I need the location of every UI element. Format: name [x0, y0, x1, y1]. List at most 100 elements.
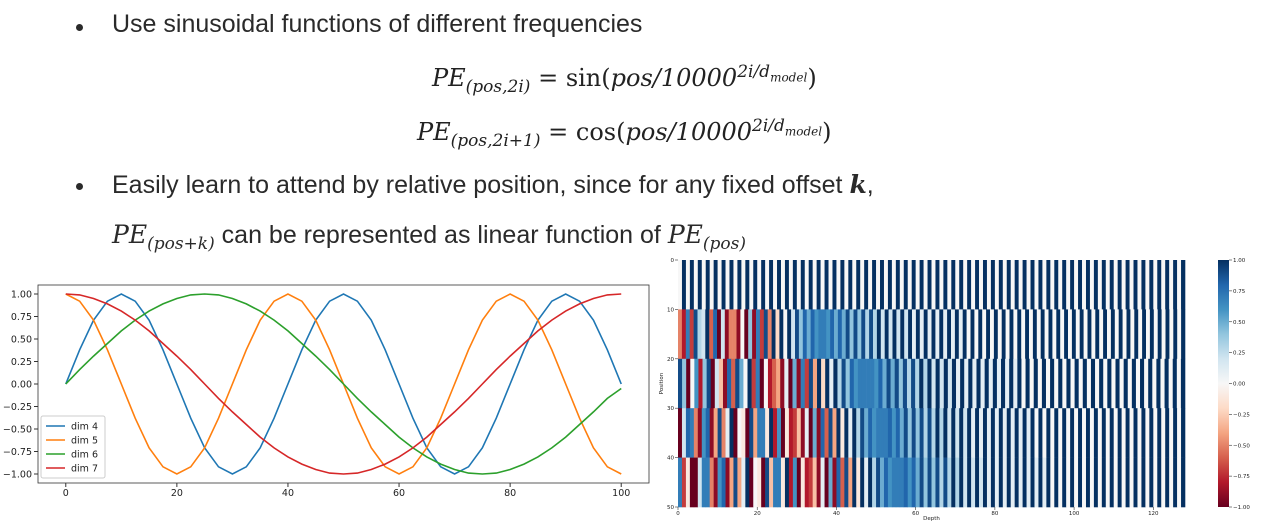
- heat-cell: [1090, 358, 1096, 409]
- heat-cell: [947, 358, 953, 409]
- heat-cell: [736, 309, 741, 360]
- heat-cell: [845, 358, 851, 409]
- heat-cell: [1149, 309, 1155, 360]
- heat-cell: [709, 309, 714, 360]
- heat-cell: [923, 358, 928, 409]
- heat-cell: [935, 358, 940, 409]
- heat-cell: [755, 358, 761, 409]
- heat-cell: [1113, 260, 1118, 310]
- heat-cell: [685, 260, 691, 310]
- heat-cell: [1093, 408, 1099, 458]
- heat-cell: [744, 309, 749, 360]
- heat-cell: [698, 358, 703, 409]
- heat-cell: [891, 260, 897, 310]
- heat-cell: [971, 260, 976, 310]
- eq-arg: pos/10000: [625, 118, 753, 146]
- heat-cell: [796, 408, 802, 458]
- heat-cell: [903, 260, 909, 310]
- heat-cell: [792, 408, 798, 458]
- heat-cell: [874, 358, 879, 409]
- heat-cell: [1164, 358, 1169, 409]
- heat-cell: [1025, 358, 1030, 409]
- heat-cell: [975, 457, 980, 508]
- heat-cell: [883, 408, 889, 458]
- heat-cell: [923, 408, 928, 458]
- eq-sub: (pos,2i): [465, 76, 531, 97]
- heat-cell: [800, 358, 806, 409]
- heat-cell: [1101, 260, 1107, 310]
- heat-cell: [718, 358, 724, 409]
- heat-cell: [864, 408, 869, 458]
- heat-cell: [737, 457, 742, 508]
- heat-cell: [713, 457, 718, 508]
- heat-cell: [1176, 358, 1182, 409]
- heat-cell: [1157, 260, 1162, 310]
- heat-cell: [837, 358, 842, 409]
- heat-cell: [1133, 260, 1138, 310]
- heat-cell: [880, 457, 885, 508]
- heat-cell: [895, 260, 901, 310]
- heat-cell: [788, 358, 793, 409]
- heat-cell: [856, 457, 861, 508]
- legend-label: dim 6: [71, 450, 98, 461]
- heat-cell: [780, 457, 786, 508]
- heat-cell: [728, 309, 733, 360]
- heat-cell: [947, 457, 952, 508]
- eq-close: ): [807, 64, 817, 92]
- heat-cell: [951, 358, 957, 409]
- heat-cell: [1145, 457, 1150, 508]
- heat-cell: [1009, 358, 1014, 409]
- heat-cell: [1103, 358, 1108, 409]
- legend-label: dim 5: [71, 436, 98, 447]
- heat-cell: [895, 408, 901, 458]
- heat-cell: [1062, 260, 1067, 310]
- heat-cell: [992, 358, 998, 409]
- heat-cell: [721, 408, 726, 458]
- heat-cell: [1062, 408, 1067, 458]
- heat-cell: [899, 408, 905, 458]
- x-tick-label: 100: [1069, 511, 1080, 517]
- heat-cell: [820, 260, 825, 310]
- heat-cell: [870, 358, 875, 409]
- heat-cell: [1044, 309, 1049, 360]
- heat-cell: [919, 457, 924, 508]
- heat-cell: [690, 358, 695, 409]
- heat-cell: [1082, 408, 1087, 458]
- heat-cell: [1121, 260, 1126, 310]
- heat-cell: [915, 457, 920, 508]
- heat-cell: [971, 408, 976, 458]
- heat-cell: [830, 309, 835, 360]
- heat-cell: [824, 408, 829, 458]
- heat-cell: [990, 309, 995, 360]
- heat-cell: [1086, 358, 1092, 409]
- heat-cell: [1157, 408, 1162, 458]
- heat-cell: [1149, 260, 1154, 310]
- heat-cell: [1002, 457, 1008, 508]
- heat-cell: [784, 457, 790, 508]
- y-tick-label: 40: [667, 456, 674, 462]
- heat-cell: [971, 457, 976, 508]
- heat-cell: [1145, 260, 1150, 310]
- heat-cell: [1052, 309, 1057, 360]
- heat-cell: [765, 457, 770, 508]
- heat-cell: [980, 358, 985, 409]
- eq-close: ): [822, 118, 832, 146]
- heat-cell: [729, 260, 734, 310]
- heat-cell: [1034, 260, 1039, 310]
- heat-cell: [681, 309, 687, 360]
- heat-cell: [982, 408, 988, 458]
- heat-cell: [1161, 408, 1166, 458]
- heat-cell: [705, 457, 710, 508]
- heat-cell: [717, 309, 722, 360]
- heat-cell: [733, 408, 738, 458]
- heat-cell: [1017, 309, 1022, 360]
- heat-cell: [1022, 457, 1027, 508]
- heat-cell: [816, 457, 821, 508]
- heat-cell: [994, 408, 1000, 458]
- heat-cell: [1095, 309, 1100, 360]
- heat-cell: [1018, 457, 1023, 508]
- heat-cell: [727, 358, 732, 409]
- x-tick-label: 40: [833, 511, 840, 517]
- heat-cell: [757, 260, 762, 310]
